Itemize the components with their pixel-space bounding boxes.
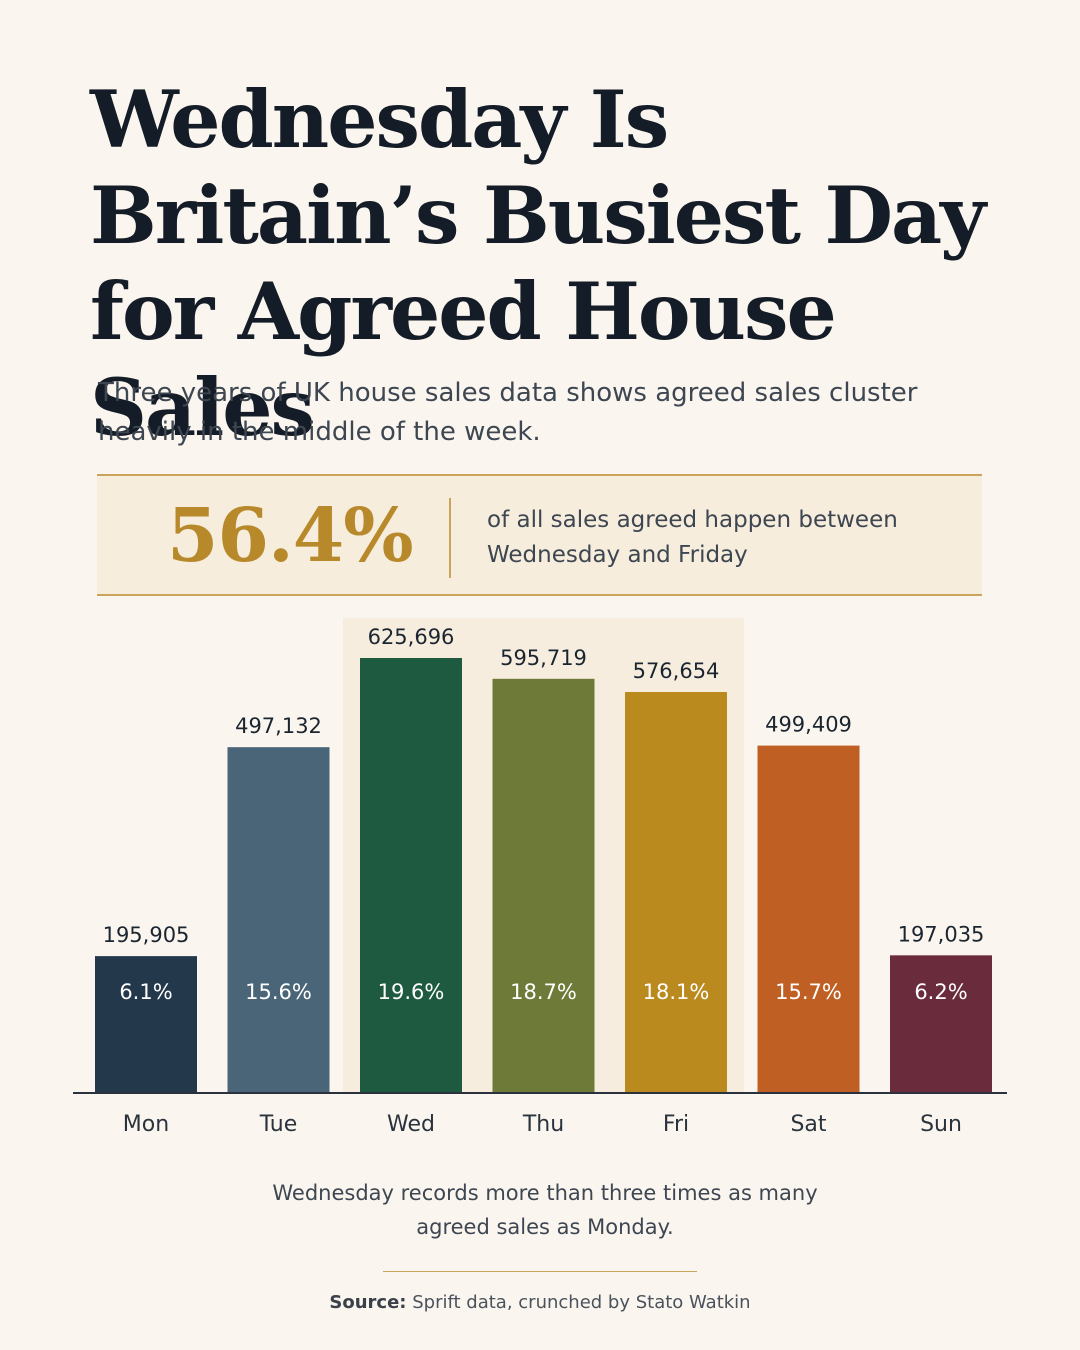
percent-label-wed: 19.6% (378, 980, 445, 1004)
category-label-wed: Wed (387, 1112, 435, 1137)
bar-mon (95, 956, 197, 1092)
source-line: Source: Sprift data, crunched by Stato W… (0, 1292, 1080, 1313)
percent-label-tue: 15.6% (245, 980, 312, 1004)
callout-text: of all sales agreed happen between Wedne… (487, 507, 898, 568)
bar-thu (492, 678, 595, 1092)
percent-label-thu: 18.7% (510, 980, 577, 1004)
page-subtitle: Three years of UK house sales data shows… (98, 378, 918, 447)
category-label-sat: Sat (790, 1112, 826, 1137)
bar-sat (757, 745, 860, 1092)
percent-label-fri: 18.1% (643, 980, 710, 1004)
value-label-fri: 576,654 (633, 659, 720, 683)
callout-value: 56.4% (167, 493, 414, 579)
category-label-thu: Thu (522, 1112, 564, 1137)
footnote-divider (383, 1271, 697, 1272)
stat-callout: 56.4% of all sales agreed happen between… (97, 474, 982, 596)
source-label: Source: (329, 1292, 407, 1313)
value-label-thu: 595,719 (500, 646, 587, 670)
category-label-sun: Sun (920, 1112, 962, 1137)
percent-label-mon: 6.1% (119, 980, 172, 1004)
value-label-mon: 195,905 (103, 923, 190, 947)
bar-fri (625, 692, 727, 1092)
percent-label-sat: 15.7% (775, 980, 842, 1004)
callout-divider (449, 498, 451, 578)
value-label-sat: 499,409 (765, 713, 852, 737)
bar-wed (360, 658, 462, 1092)
category-label-fri: Fri (663, 1112, 689, 1137)
value-label-tue: 497,132 (235, 714, 322, 738)
source-text: Sprift data, crunched by Stato Watkin (412, 1292, 751, 1313)
chart-footnote: Wednesday records more than three times … (272, 1181, 818, 1239)
value-label-wed: 625,696 (368, 625, 455, 649)
category-label-tue: Tue (259, 1112, 298, 1137)
page-title: Wednesday Is Britain’s Busiest Day for A… (90, 73, 986, 454)
bar-chart: 195,905 6.1% Mon 497,132 15.6% Tue 625,696 19.6… (73, 618, 1007, 1137)
percent-label-sun: 6.2% (914, 980, 967, 1004)
category-label-mon: Mon (123, 1112, 169, 1137)
bar-tue (227, 747, 330, 1092)
value-label-sun: 197,035 (898, 922, 985, 946)
bar-sun (890, 955, 992, 1092)
